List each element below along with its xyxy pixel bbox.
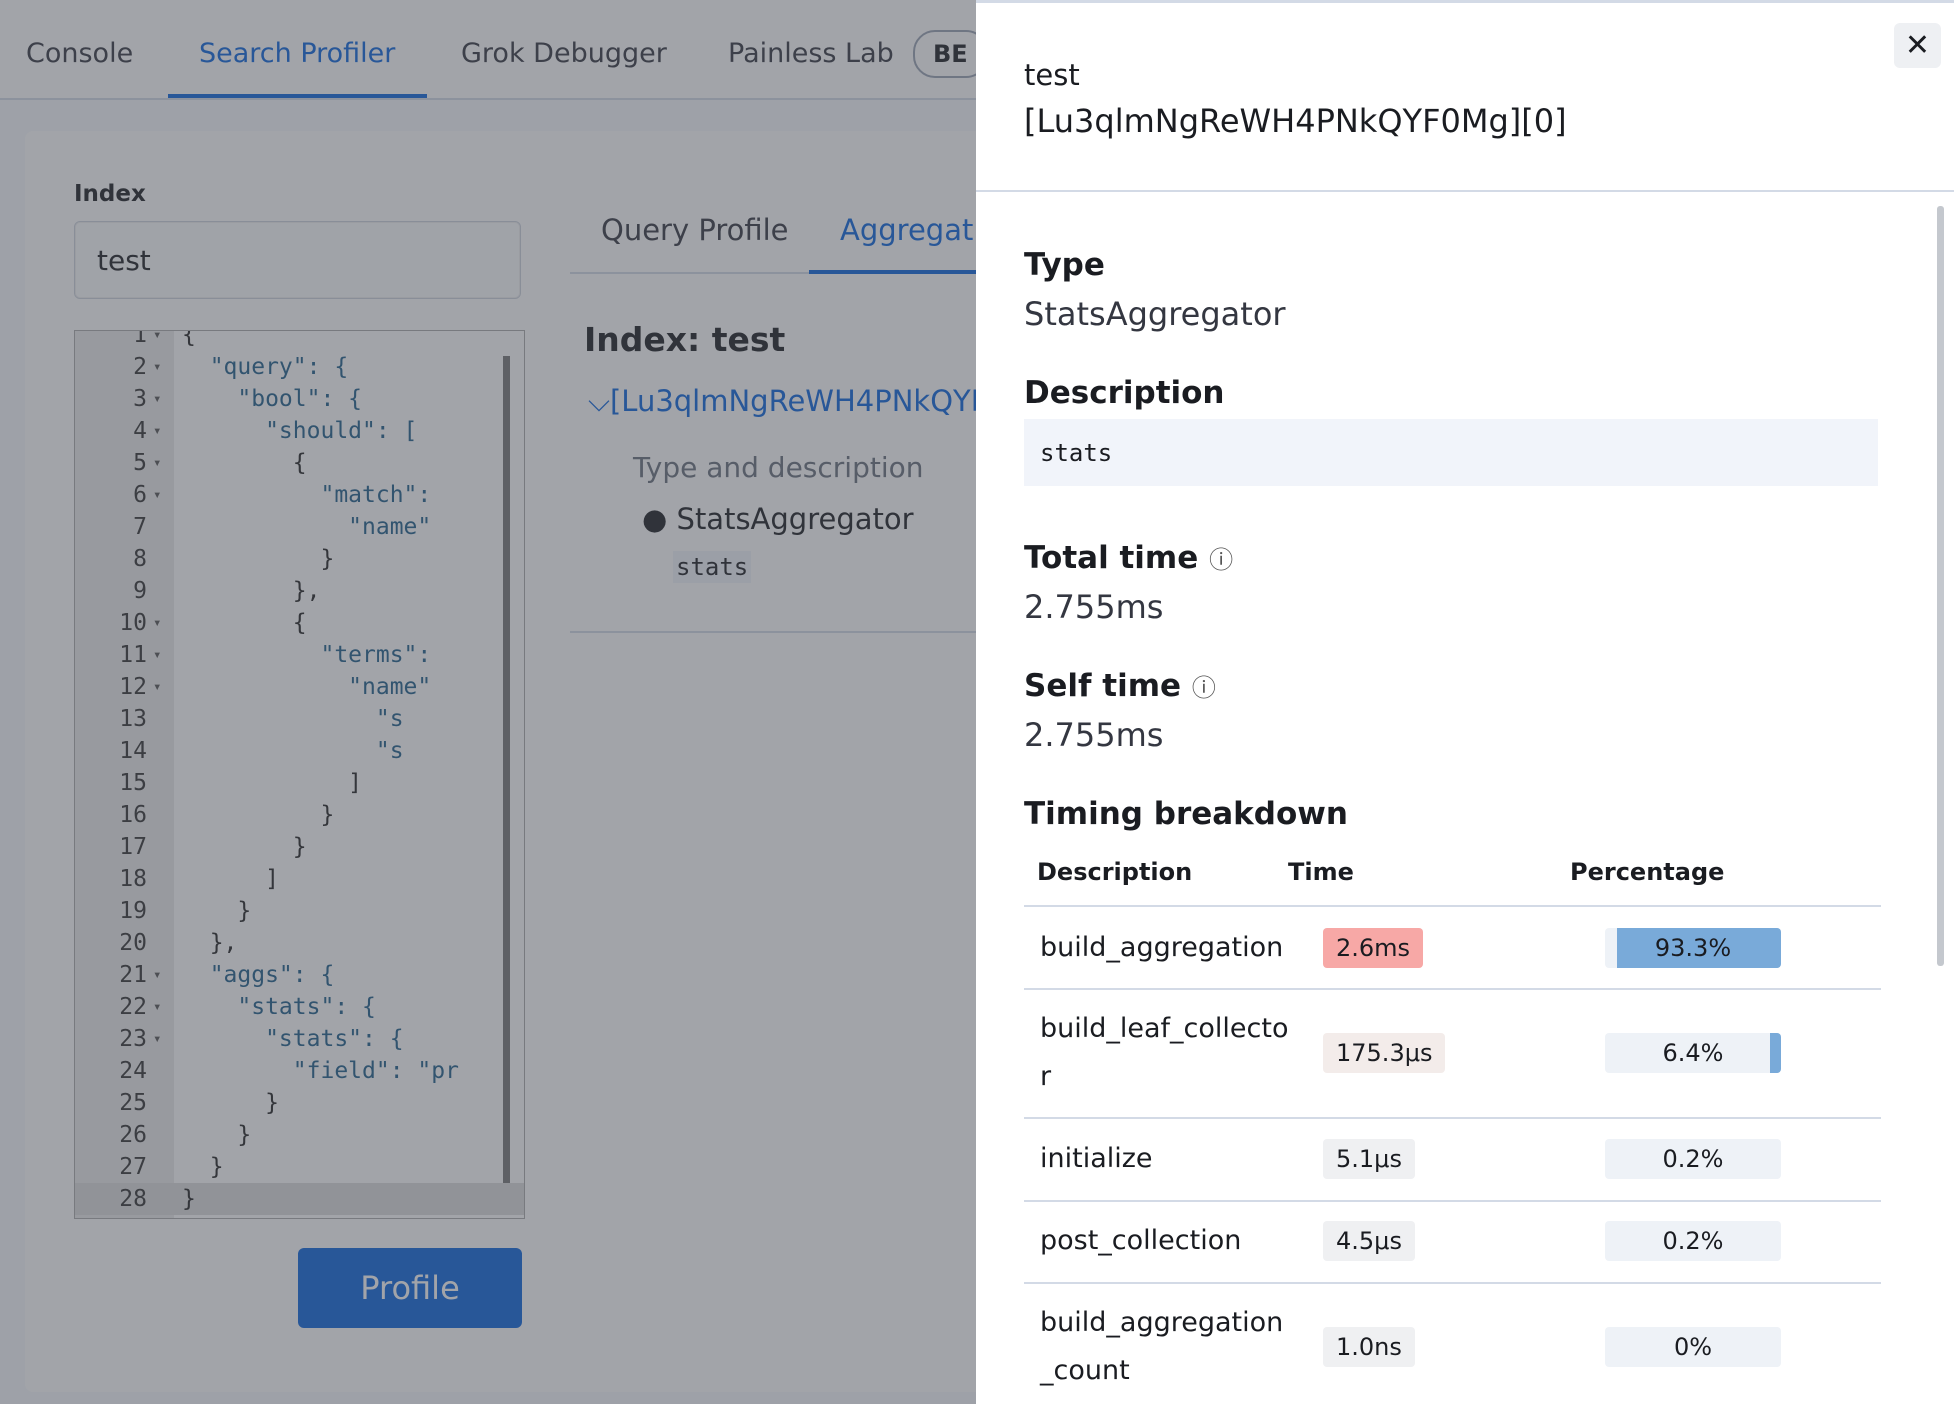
percentage-label: 93.3% [1605,928,1781,968]
row-description: build_aggregation_count [1040,1282,1295,1407]
percentage-bar: 0.2% [1605,1139,1781,1179]
flyout-title-shard: [Lu3qlmNgReWH4PNkQYF0Mg][0] [1024,102,1567,140]
percentage-bar: 6.4% [1605,1033,1781,1073]
close-button[interactable]: ✕ [1894,23,1941,68]
self-time-label: Self time ⓘ [1024,668,1216,704]
table-row: post_collection 4.5μs 0.2% [1024,1200,1881,1284]
flyout: test [Lu3qlmNgReWH4PNkQYF0Mg][0] ✕ Type … [976,0,1954,1407]
table-row: initialize 5.1μs 0.2% [1024,1117,1881,1202]
total-time-label: Total time ⓘ [1024,540,1233,576]
type-value: StatsAggregator [1024,295,1286,333]
percentage-label: 6.4% [1605,1033,1781,1073]
overlay[interactable] [0,0,976,1404]
percentage-label: 0.2% [1605,1221,1781,1261]
flyout-title-index: test [1024,58,1080,92]
percentage-bar: 0% [1605,1327,1781,1367]
column-header: Percentage [1570,858,1724,886]
time-badge: 1.0ns [1323,1327,1415,1367]
row-description: initialize [1040,1117,1295,1200]
info-icon[interactable]: ⓘ [1192,674,1216,702]
description-box: stats [1024,419,1878,486]
percentage-label: 0% [1605,1327,1781,1367]
percentage-bar: 93.3% [1605,928,1781,968]
type-label: Type [1024,247,1105,283]
time-badge: 5.1μs [1323,1139,1415,1179]
header-border [976,190,1954,192]
total-time-text: Total time [1024,540,1198,576]
row-description: build_leaf_collector [1040,988,1295,1117]
percentage-bar: 0.2% [1605,1221,1781,1261]
percentage-label: 0.2% [1605,1139,1781,1179]
self-time-value: 2.755ms [1024,716,1163,754]
row-description: build_aggregation [1040,907,1295,988]
total-time-value: 2.755ms [1024,588,1163,626]
info-icon[interactable]: ⓘ [1209,546,1233,574]
column-header: Description [1037,858,1192,886]
table-row: build_aggregation_count 1.0ns 0% [1024,1282,1881,1407]
table-row: build_aggregation 2.6ms 93.3% [1024,907,1881,990]
column-header: Time [1288,858,1354,886]
time-badge: 4.5μs [1323,1221,1415,1261]
description-value: stats [1040,439,1112,467]
time-badge: 175.3μs [1323,1033,1445,1073]
time-badge: 2.6ms [1323,928,1423,968]
breakdown-title: Timing breakdown [1024,796,1348,832]
scrollbar [1937,206,1944,966]
table-row: build_leaf_collector 175.3μs 6.4% [1024,988,1881,1119]
row-description: post_collection [1040,1200,1295,1282]
description-label: Description [1024,375,1225,411]
self-time-text: Self time [1024,668,1181,704]
background-app: ConsoleSearch ProfilerGrok DebuggerPainl… [0,0,976,1404]
